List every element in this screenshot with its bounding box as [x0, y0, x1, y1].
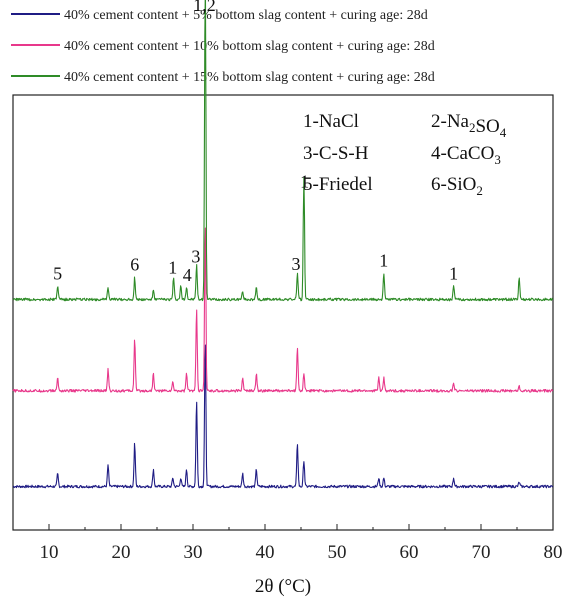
- legend-entry: 40% cement content + 15% bottom slag con…: [64, 70, 435, 85]
- phase-key-entry: 2-Na2SO4: [431, 111, 507, 140]
- phase-key-entry: 4-CaCO3: [431, 143, 501, 167]
- phase-key-entry: 6-SiO2: [431, 174, 483, 198]
- x-tick-label: 60: [400, 542, 419, 563]
- phase-key-entry: 5-Friedel: [303, 174, 373, 195]
- legend: 40% cement content + 5% bottom slag cont…: [11, 8, 435, 85]
- plot-frame: [12, 94, 554, 531]
- x-tick-label: 40: [256, 542, 275, 563]
- phase-key-entry: 1-NaCl: [303, 111, 359, 132]
- legend-entry: 40% cement content + 10% bottom slag con…: [64, 39, 435, 54]
- x-axis: 10 20 30 40 50 60 70 80: [12, 524, 563, 563]
- peak-label: 5: [53, 263, 62, 283]
- series-layer: [12, 0, 554, 489]
- x-tick-label: 10: [40, 542, 59, 563]
- x-tick-label: 20: [112, 542, 131, 563]
- peak-label: 6: [130, 255, 139, 275]
- x-tick-label: 70: [472, 542, 491, 563]
- x-tick-label: 50: [328, 542, 347, 563]
- series-line: [12, 344, 554, 489]
- peak-label: 4: [183, 265, 192, 285]
- series-line: [12, 227, 554, 393]
- peak-label: 1,2: [193, 0, 216, 15]
- x-tick-label: 80: [544, 542, 563, 563]
- legend-entry: 40% cement content + 5% bottom slag cont…: [64, 8, 428, 23]
- phase-key-entry: 3-C-S-H: [303, 143, 369, 164]
- peak-label: 1: [449, 263, 458, 283]
- phase-key: 1-NaCl 2-Na2SO4 3-C-S-H 4-CaCO3 5-Friedel 6-S…: [303, 111, 507, 198]
- x-tick-label: 30: [184, 542, 203, 563]
- peak-label: 3: [292, 254, 301, 274]
- peak-label: 1: [379, 250, 388, 270]
- series-line: [12, 0, 554, 302]
- peak-label: 1: [168, 258, 177, 278]
- x-axis-title: 2θ (°C): [255, 576, 311, 597]
- peak-label: 1: [300, 171, 309, 191]
- peak-label: 3: [191, 246, 200, 266]
